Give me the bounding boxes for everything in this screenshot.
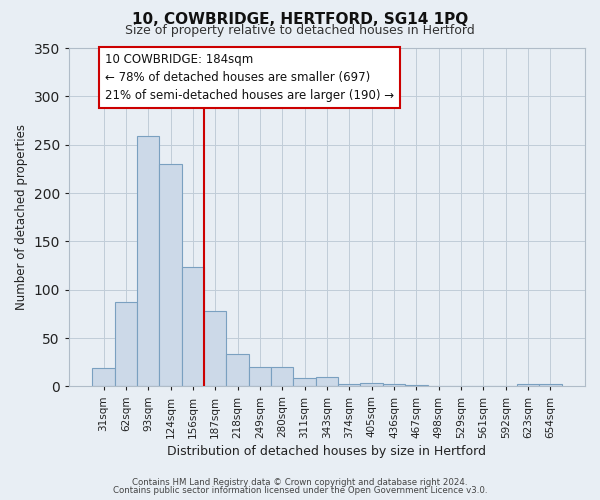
Bar bbox=[182, 268, 204, 386]
Bar bbox=[226, 354, 249, 386]
Bar bbox=[293, 378, 316, 386]
Bar bbox=[137, 136, 160, 386]
Y-axis label: Number of detached properties: Number of detached properties bbox=[15, 124, 28, 310]
Bar bbox=[517, 384, 539, 386]
Text: 10 COWBRIDGE: 184sqm
← 78% of detached houses are smaller (697)
21% of semi-deta: 10 COWBRIDGE: 184sqm ← 78% of detached h… bbox=[105, 53, 394, 102]
Text: 10, COWBRIDGE, HERTFORD, SG14 1PQ: 10, COWBRIDGE, HERTFORD, SG14 1PQ bbox=[132, 12, 468, 28]
Text: Contains HM Land Registry data © Crown copyright and database right 2024.: Contains HM Land Registry data © Crown c… bbox=[132, 478, 468, 487]
Bar bbox=[204, 311, 226, 386]
Bar bbox=[361, 382, 383, 386]
Bar bbox=[316, 376, 338, 386]
Bar bbox=[271, 367, 293, 386]
Text: Contains public sector information licensed under the Open Government Licence v3: Contains public sector information licen… bbox=[113, 486, 487, 495]
Bar bbox=[539, 384, 562, 386]
Bar bbox=[160, 164, 182, 386]
Bar bbox=[249, 367, 271, 386]
Bar bbox=[338, 384, 361, 386]
X-axis label: Distribution of detached houses by size in Hertford: Distribution of detached houses by size … bbox=[167, 444, 487, 458]
Bar bbox=[115, 302, 137, 386]
Bar bbox=[383, 384, 405, 386]
Bar bbox=[92, 368, 115, 386]
Text: Size of property relative to detached houses in Hertford: Size of property relative to detached ho… bbox=[125, 24, 475, 37]
